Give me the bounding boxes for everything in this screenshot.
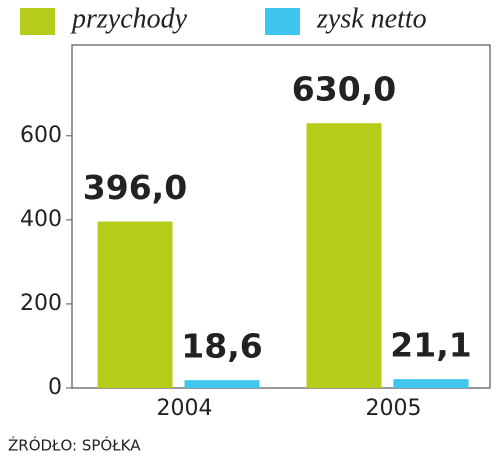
- value-label: 18,6: [181, 327, 262, 366]
- bar: [97, 221, 173, 388]
- bar: [306, 123, 382, 388]
- x-tick-label: 2005: [366, 396, 422, 421]
- y-tick-label: 200: [20, 291, 62, 316]
- value-label: 630,0: [292, 70, 396, 109]
- y-tick-label: 600: [20, 123, 62, 148]
- value-label: 21,1: [390, 326, 471, 365]
- legend-swatch: [265, 8, 300, 35]
- bar: [393, 379, 469, 388]
- y-tick-label: 0: [48, 375, 62, 400]
- y-tick-label: 400: [20, 207, 62, 232]
- x-tick-label: 2004: [157, 396, 213, 421]
- source: ŹRÓDŁO: SPÓŁKA: [8, 436, 141, 455]
- legend-label: zysk netto: [316, 3, 427, 34]
- legend-label: przychody: [70, 3, 188, 34]
- value-label: 396,0: [83, 168, 187, 207]
- bar: [184, 380, 260, 388]
- plot-frame: [71, 44, 491, 389]
- legend-swatch: [20, 8, 55, 35]
